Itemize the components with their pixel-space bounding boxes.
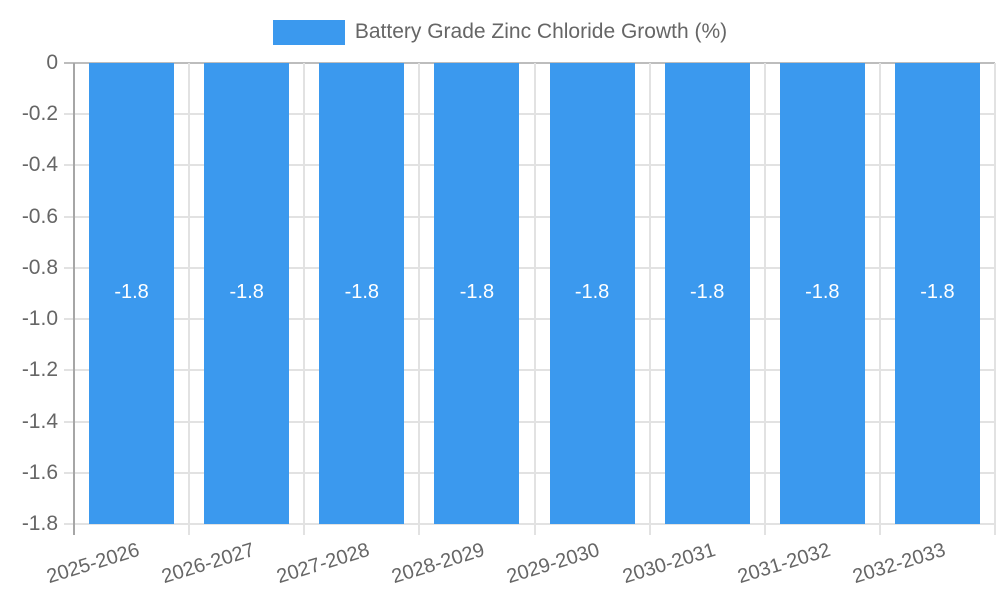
x-gridline (994, 63, 996, 524)
zero-gridline (64, 62, 995, 64)
x-gridline (533, 63, 536, 524)
y-gridline (64, 215, 995, 218)
x-axis-tick (878, 524, 881, 535)
x-gridline (878, 63, 881, 524)
y-gridline (64, 266, 995, 269)
x-axis-tick (188, 524, 191, 535)
y-axis-line (73, 63, 75, 535)
bar[interactable] (549, 63, 635, 524)
x-axis-tick (994, 524, 996, 535)
y-gridline (64, 471, 995, 474)
chart-legend[interactable]: Battery Grade Zinc Chloride Growth (%) (0, 17, 1000, 47)
x-axis-tick (533, 524, 536, 535)
x-axis-tick (763, 524, 766, 535)
y-tick-label: -1.4 (21, 409, 58, 433)
y-gridline (64, 369, 995, 372)
x-gridline (648, 63, 651, 524)
y-gridline (64, 523, 995, 525)
y-tick-label: -1.2 (21, 358, 58, 382)
x-tick-label: 2028-2029 (389, 539, 488, 589)
y-tick-label: -0.2 (21, 102, 58, 126)
y-gridline (64, 318, 995, 321)
x-tick-label: 2032-2033 (849, 539, 948, 589)
y-tick-label: -0.6 (21, 204, 58, 228)
x-gridline (418, 63, 421, 524)
y-gridline (64, 420, 995, 423)
bar[interactable] (434, 63, 520, 524)
x-axis-tick (303, 524, 306, 535)
x-gridline (763, 63, 766, 524)
bar[interactable] (319, 63, 405, 524)
y-gridline (64, 113, 995, 116)
x-gridline (188, 63, 191, 524)
x-tick-label: 2026-2027 (159, 539, 258, 589)
x-gridline (303, 63, 306, 524)
x-axis-tick (418, 524, 421, 535)
bar[interactable] (664, 63, 750, 524)
y-tick-label: -1.6 (21, 460, 58, 484)
y-tick-label: -0.4 (21, 153, 58, 177)
x-tick-label: 2025-2026 (44, 539, 142, 589)
bar[interactable] (779, 63, 865, 524)
legend-swatch (272, 19, 345, 45)
x-tick-label: 2029-2030 (504, 539, 603, 589)
y-gridline (64, 164, 995, 167)
bar[interactable] (204, 63, 290, 524)
y-tick-label: -0.8 (21, 255, 58, 279)
bar[interactable] (894, 63, 980, 524)
y-tick-label: 0 (46, 51, 58, 74)
x-tick-label: 2030-2031 (619, 539, 718, 589)
x-axis-tick (648, 524, 651, 535)
bar[interactable] (89, 63, 175, 524)
y-tick-label: -1.0 (21, 307, 58, 331)
legend-label: Battery Grade Zinc Chloride Growth (%) (354, 20, 728, 43)
y-tick-label: -1.8 (21, 512, 58, 535)
x-tick-label: 2027-2028 (274, 539, 373, 589)
x-tick-label: 2031-2032 (734, 539, 833, 589)
